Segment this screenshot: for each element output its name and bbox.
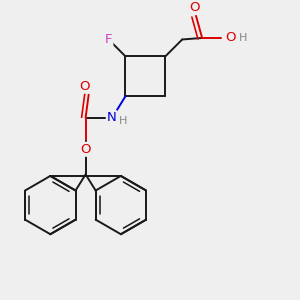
Text: H: H	[119, 116, 128, 126]
Text: O: O	[226, 32, 236, 44]
Text: F: F	[105, 33, 112, 46]
Text: N: N	[107, 111, 116, 124]
Text: O: O	[80, 143, 91, 156]
Text: O: O	[79, 80, 89, 93]
Text: H: H	[239, 33, 247, 43]
Text: O: O	[189, 1, 200, 14]
